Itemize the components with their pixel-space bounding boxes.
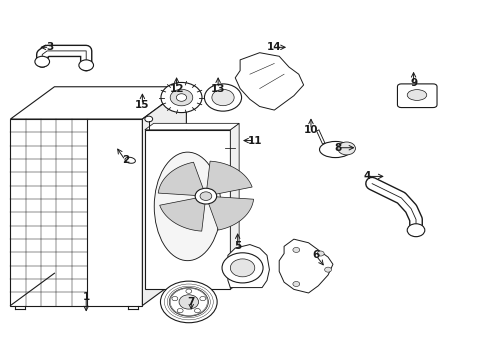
Polygon shape: [158, 162, 203, 195]
Polygon shape: [145, 123, 239, 130]
Circle shape: [35, 56, 49, 67]
Circle shape: [200, 296, 206, 301]
Circle shape: [204, 84, 242, 111]
Polygon shape: [10, 87, 186, 119]
Circle shape: [318, 251, 324, 256]
Text: 6: 6: [312, 250, 319, 260]
Circle shape: [293, 282, 300, 287]
Text: 14: 14: [267, 42, 282, 52]
Circle shape: [161, 82, 202, 113]
Circle shape: [179, 295, 198, 309]
Text: 5: 5: [234, 241, 241, 251]
Text: 7: 7: [188, 297, 195, 307]
Polygon shape: [160, 198, 205, 231]
Circle shape: [200, 192, 212, 201]
Circle shape: [325, 267, 331, 272]
Circle shape: [338, 142, 355, 155]
Text: 1: 1: [83, 292, 90, 302]
Circle shape: [407, 224, 425, 237]
Text: 15: 15: [135, 100, 149, 110]
Text: 12: 12: [170, 84, 184, 94]
Polygon shape: [10, 119, 143, 306]
Circle shape: [172, 296, 178, 301]
Text: 9: 9: [410, 78, 417, 88]
Circle shape: [79, 60, 94, 71]
Text: 2: 2: [122, 155, 129, 165]
Circle shape: [177, 309, 183, 313]
Text: 10: 10: [304, 125, 318, 135]
Ellipse shape: [319, 141, 351, 158]
Circle shape: [212, 89, 234, 106]
Circle shape: [195, 188, 217, 204]
Polygon shape: [279, 239, 333, 293]
Polygon shape: [143, 87, 186, 306]
Ellipse shape: [407, 90, 427, 100]
Polygon shape: [230, 123, 239, 289]
FancyBboxPatch shape: [397, 84, 437, 108]
Circle shape: [186, 289, 192, 293]
Text: 3: 3: [46, 42, 53, 52]
Circle shape: [222, 253, 263, 283]
Circle shape: [170, 89, 193, 106]
Circle shape: [160, 281, 217, 323]
Polygon shape: [145, 130, 230, 289]
Polygon shape: [228, 244, 270, 288]
Ellipse shape: [154, 152, 221, 261]
Ellipse shape: [125, 157, 135, 163]
Polygon shape: [235, 53, 304, 110]
Text: 13: 13: [211, 84, 225, 94]
Circle shape: [293, 247, 300, 252]
Circle shape: [176, 94, 187, 101]
Circle shape: [230, 259, 255, 277]
Text: 8: 8: [334, 143, 342, 153]
Circle shape: [195, 309, 200, 313]
Polygon shape: [208, 197, 254, 230]
Circle shape: [145, 116, 153, 122]
Text: 4: 4: [364, 171, 371, 181]
Text: 11: 11: [247, 136, 262, 145]
Polygon shape: [207, 161, 252, 194]
